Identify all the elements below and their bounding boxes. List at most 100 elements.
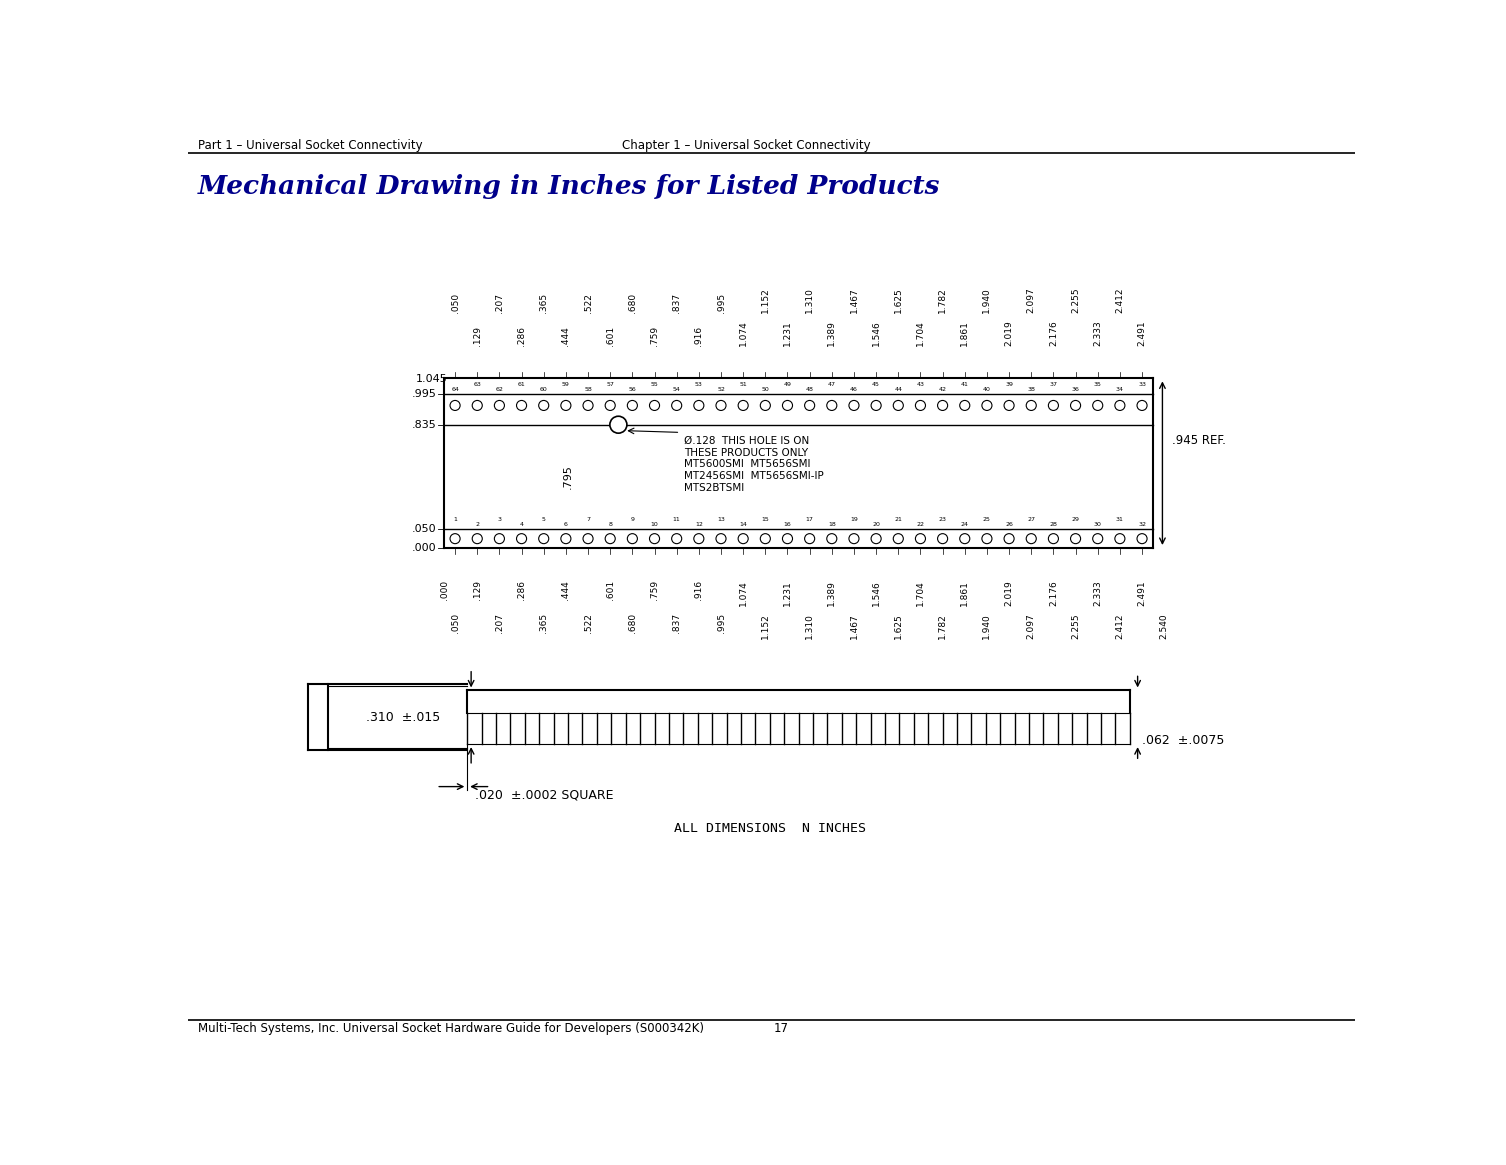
- Circle shape: [1137, 534, 1148, 544]
- Text: .286: .286: [517, 580, 526, 600]
- Text: 15: 15: [762, 517, 770, 522]
- Circle shape: [539, 534, 548, 544]
- Text: 1.704: 1.704: [916, 580, 925, 606]
- Text: 53: 53: [694, 382, 703, 387]
- Text: 2: 2: [476, 522, 479, 527]
- Text: 11: 11: [673, 517, 681, 522]
- Text: .522: .522: [583, 294, 592, 313]
- Text: 1.389: 1.389: [827, 580, 836, 606]
- Text: 48: 48: [806, 387, 813, 393]
- Text: 1.940: 1.940: [982, 288, 991, 313]
- Text: 2.333: 2.333: [1093, 580, 1102, 606]
- Text: 51: 51: [739, 382, 747, 387]
- Text: .680: .680: [628, 613, 637, 634]
- Circle shape: [1093, 401, 1102, 410]
- Circle shape: [870, 534, 881, 544]
- Text: 1.074: 1.074: [738, 320, 747, 346]
- Text: 23: 23: [938, 517, 947, 522]
- Circle shape: [1005, 534, 1014, 544]
- Text: 37: 37: [1050, 382, 1057, 387]
- Text: 45: 45: [872, 382, 880, 387]
- Circle shape: [694, 401, 703, 410]
- Text: 1.467: 1.467: [849, 613, 858, 640]
- Text: .207: .207: [495, 613, 505, 634]
- Circle shape: [761, 401, 771, 410]
- Text: 24: 24: [961, 522, 968, 527]
- Text: 17: 17: [806, 517, 813, 522]
- Circle shape: [982, 534, 992, 544]
- Text: 52: 52: [717, 387, 724, 393]
- Text: 2.412: 2.412: [1116, 613, 1125, 638]
- Text: 25: 25: [983, 517, 991, 522]
- Circle shape: [560, 401, 571, 410]
- Text: 43: 43: [917, 382, 925, 387]
- Text: .129: .129: [473, 326, 482, 346]
- Circle shape: [870, 401, 881, 410]
- Text: 35: 35: [1093, 382, 1102, 387]
- Text: 47: 47: [828, 382, 836, 387]
- Text: 2.176: 2.176: [1048, 320, 1057, 346]
- Circle shape: [916, 534, 926, 544]
- Text: .207: .207: [495, 294, 505, 313]
- Circle shape: [982, 401, 992, 410]
- Circle shape: [827, 534, 837, 544]
- Text: 59: 59: [562, 382, 569, 387]
- Text: .835: .835: [411, 419, 437, 430]
- Text: 2.019: 2.019: [1005, 580, 1014, 606]
- Text: .837: .837: [672, 613, 681, 634]
- Circle shape: [494, 534, 505, 544]
- Text: 1.625: 1.625: [893, 288, 902, 313]
- Text: 9: 9: [631, 517, 634, 522]
- Text: 41: 41: [961, 382, 968, 387]
- Text: 1.861: 1.861: [961, 320, 970, 346]
- Text: .601: .601: [605, 580, 614, 600]
- Text: .945 REF.: .945 REF.: [1173, 433, 1226, 446]
- Circle shape: [517, 401, 527, 410]
- Text: 1.231: 1.231: [783, 320, 792, 346]
- Circle shape: [473, 534, 482, 544]
- Text: 2.491: 2.491: [1137, 320, 1146, 346]
- Circle shape: [938, 534, 947, 544]
- Text: 8: 8: [608, 522, 611, 527]
- Circle shape: [1071, 401, 1081, 410]
- Text: 49: 49: [783, 382, 792, 387]
- Text: 2.097: 2.097: [1027, 613, 1036, 640]
- Circle shape: [583, 534, 593, 544]
- Circle shape: [1071, 534, 1081, 544]
- Text: 50: 50: [762, 387, 770, 393]
- Circle shape: [1114, 534, 1125, 544]
- Text: 2.019: 2.019: [1005, 320, 1014, 346]
- Text: Ø.128  THIS HOLE IS ON
THESE PRODUCTS ONLY
MT5600SMI  MT5656SMI
MT2456SMI  MT565: Ø.128 THIS HOLE IS ON THESE PRODUCTS ONL…: [684, 436, 824, 493]
- Text: 1.310: 1.310: [806, 288, 815, 313]
- Circle shape: [738, 401, 748, 410]
- Circle shape: [715, 534, 726, 544]
- Text: .062  ±.0075: .062 ±.0075: [1142, 734, 1224, 747]
- Text: Mechanical Drawing in Inches for Listed Products: Mechanical Drawing in Inches for Listed …: [197, 175, 940, 199]
- Circle shape: [1026, 401, 1036, 410]
- Text: 13: 13: [717, 517, 724, 522]
- Text: .020  ±.0002 SQUARE: .020 ±.0002 SQUARE: [474, 789, 613, 802]
- Text: 1.467: 1.467: [849, 288, 858, 313]
- Circle shape: [1048, 534, 1059, 544]
- Text: 62: 62: [495, 387, 503, 393]
- Text: 1.782: 1.782: [938, 613, 947, 640]
- Text: .444: .444: [562, 580, 571, 600]
- Circle shape: [605, 401, 616, 410]
- Circle shape: [450, 401, 461, 410]
- Circle shape: [783, 534, 792, 544]
- Circle shape: [494, 401, 505, 410]
- Text: Chapter 1 – Universal Socket Connectivity: Chapter 1 – Universal Socket Connectivit…: [622, 139, 870, 151]
- Text: 1.940: 1.940: [982, 613, 991, 640]
- Text: 30: 30: [1093, 522, 1102, 527]
- Text: 20: 20: [872, 522, 880, 527]
- Text: 1.152: 1.152: [761, 288, 770, 313]
- Circle shape: [1005, 401, 1014, 410]
- Circle shape: [893, 401, 904, 410]
- Text: 12: 12: [694, 522, 703, 527]
- Circle shape: [938, 401, 947, 410]
- Circle shape: [605, 534, 616, 544]
- Text: 39: 39: [1005, 382, 1014, 387]
- Circle shape: [628, 534, 637, 544]
- Circle shape: [916, 401, 926, 410]
- Circle shape: [959, 534, 970, 544]
